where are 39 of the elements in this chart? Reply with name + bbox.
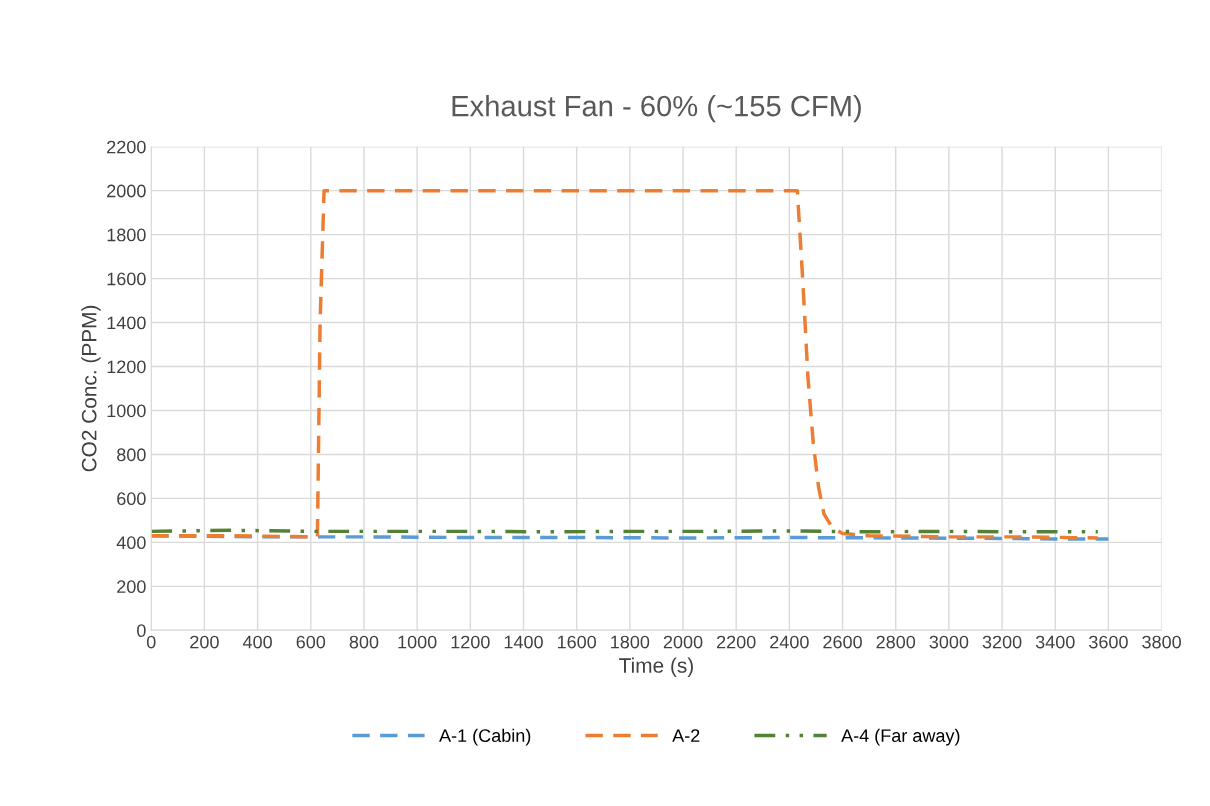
legend-label: A-4 (Far away) [841, 728, 960, 746]
x-tick-label: 1000 [398, 635, 437, 649]
x-tick-label: 3800 [1142, 635, 1181, 649]
x-axis-title: Time (s) [619, 657, 693, 677]
x-tick-label: 2800 [876, 635, 916, 649]
legend-label: A-1 (Cabin) [439, 728, 531, 746]
y-tick-label: 1800 [107, 228, 146, 242]
x-tick-label: 2600 [823, 635, 862, 649]
y-axis-title: CO2 Conc. (PPM) [81, 305, 101, 472]
line-series [151, 188, 1100, 540]
y-tick-label: 2000 [107, 184, 146, 198]
x-tick-label: 0 [146, 635, 156, 649]
x-tick-label: 400 [242, 635, 272, 649]
x-tick-label: 1200 [451, 635, 490, 649]
y-tick-label: 2200 [107, 140, 146, 154]
y-tick-label: 1400 [107, 316, 146, 330]
y-tick-label: 400 [116, 536, 146, 550]
legend-label: A-2 [672, 729, 700, 742]
x-tick-label: 3000 [929, 635, 969, 649]
x-tick-label: 2400 [770, 635, 809, 649]
x-tick-label: 2000 [663, 635, 703, 649]
chart-title: Exhaust Fan - 60% (~155 CFM) [452, 95, 861, 123]
x-tick-label: 3400 [1035, 635, 1075, 649]
x-tick-label: 800 [349, 635, 379, 649]
y-tick-label: 1200 [107, 360, 146, 374]
y-tick-label: 800 [117, 448, 146, 462]
x-tick-label: 1600 [557, 635, 597, 649]
x-tick-label: 200 [190, 635, 219, 649]
y-tick-label: 0 [137, 624, 146, 638]
x-tick-label: 3200 [982, 635, 1022, 649]
x-tick-label: 2200 [717, 635, 756, 649]
x-tick-label: 1400 [504, 635, 543, 649]
x-tick-label: 600 [296, 635, 326, 649]
y-tick-label: 600 [117, 492, 146, 506]
x-tick-label: 3600 [1089, 635, 1128, 649]
y-tick-label: 1600 [107, 272, 146, 286]
y-tick-label: 1000 [107, 404, 146, 418]
x-tick-label: 1800 [611, 635, 650, 649]
y-tick-label: 200 [117, 580, 146, 594]
